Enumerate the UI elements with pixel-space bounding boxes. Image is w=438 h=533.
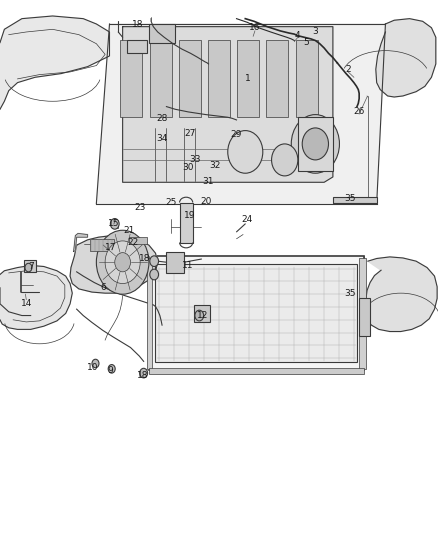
Text: 14: 14 xyxy=(21,300,32,308)
Bar xyxy=(24,260,36,272)
Text: 7: 7 xyxy=(28,262,35,271)
Bar xyxy=(179,40,201,117)
Circle shape xyxy=(140,368,148,378)
Text: 11: 11 xyxy=(182,261,193,270)
Polygon shape xyxy=(0,16,110,109)
Circle shape xyxy=(92,359,99,368)
Text: 18: 18 xyxy=(137,372,148,380)
Text: 3: 3 xyxy=(312,28,318,36)
Bar xyxy=(112,220,118,228)
Bar xyxy=(129,237,147,244)
Bar xyxy=(155,264,357,362)
Polygon shape xyxy=(74,233,88,252)
Bar xyxy=(0,266,438,533)
Bar xyxy=(0,0,438,266)
Text: 17: 17 xyxy=(105,244,117,252)
Text: 1: 1 xyxy=(244,75,251,83)
Polygon shape xyxy=(70,236,158,293)
Circle shape xyxy=(228,131,263,173)
Bar xyxy=(194,305,210,322)
Text: 9: 9 xyxy=(107,366,113,375)
Text: 29: 29 xyxy=(231,130,242,139)
Circle shape xyxy=(108,365,115,373)
Bar xyxy=(149,368,364,374)
Bar xyxy=(266,40,288,117)
Text: 23: 23 xyxy=(134,204,146,212)
Polygon shape xyxy=(96,24,385,204)
Text: 35: 35 xyxy=(345,194,356,203)
Bar xyxy=(208,40,230,117)
Text: 25: 25 xyxy=(165,198,177,207)
Bar xyxy=(298,117,333,171)
Bar xyxy=(149,24,175,43)
Bar xyxy=(149,256,364,370)
Bar xyxy=(237,40,259,117)
Circle shape xyxy=(150,256,159,266)
Circle shape xyxy=(195,310,204,321)
Text: 30: 30 xyxy=(183,164,194,172)
Circle shape xyxy=(291,115,339,173)
Text: 19: 19 xyxy=(184,212,195,220)
Circle shape xyxy=(110,219,119,229)
Bar xyxy=(90,239,114,251)
Text: 35: 35 xyxy=(345,289,356,297)
Circle shape xyxy=(105,241,140,284)
Text: 5: 5 xyxy=(304,38,310,47)
Circle shape xyxy=(96,230,149,294)
Text: 2: 2 xyxy=(346,65,351,74)
Bar xyxy=(127,40,147,53)
Circle shape xyxy=(115,253,131,272)
Polygon shape xyxy=(123,27,333,182)
Text: 26: 26 xyxy=(353,108,365,116)
Bar xyxy=(333,197,377,203)
Text: 12: 12 xyxy=(197,311,208,320)
Bar xyxy=(359,258,366,369)
Text: 27: 27 xyxy=(185,129,196,138)
Bar xyxy=(180,203,193,243)
Bar xyxy=(120,40,142,117)
Text: 31: 31 xyxy=(202,177,214,185)
Text: 18: 18 xyxy=(132,20,144,29)
Bar xyxy=(166,252,184,273)
Text: 6: 6 xyxy=(100,284,106,292)
Text: 15: 15 xyxy=(108,220,120,228)
Polygon shape xyxy=(0,265,72,329)
Text: 28: 28 xyxy=(156,114,168,123)
Text: 16: 16 xyxy=(249,23,261,32)
Circle shape xyxy=(272,144,298,176)
Circle shape xyxy=(150,269,159,280)
Text: 32: 32 xyxy=(209,161,220,169)
Text: 18: 18 xyxy=(139,254,150,263)
Bar xyxy=(296,40,318,117)
Text: 33: 33 xyxy=(189,156,201,164)
Text: 21: 21 xyxy=(124,226,135,235)
Text: 20: 20 xyxy=(200,197,212,206)
Text: 4: 4 xyxy=(295,31,300,39)
Circle shape xyxy=(25,263,32,272)
Polygon shape xyxy=(366,257,437,332)
Polygon shape xyxy=(376,19,436,97)
Text: 10: 10 xyxy=(87,364,99,372)
Circle shape xyxy=(302,128,328,160)
Bar xyxy=(359,298,370,336)
Bar xyxy=(147,258,152,369)
Bar xyxy=(150,40,172,117)
Text: 24: 24 xyxy=(242,215,253,224)
Text: 22: 22 xyxy=(127,238,138,247)
Text: 34: 34 xyxy=(156,134,168,143)
